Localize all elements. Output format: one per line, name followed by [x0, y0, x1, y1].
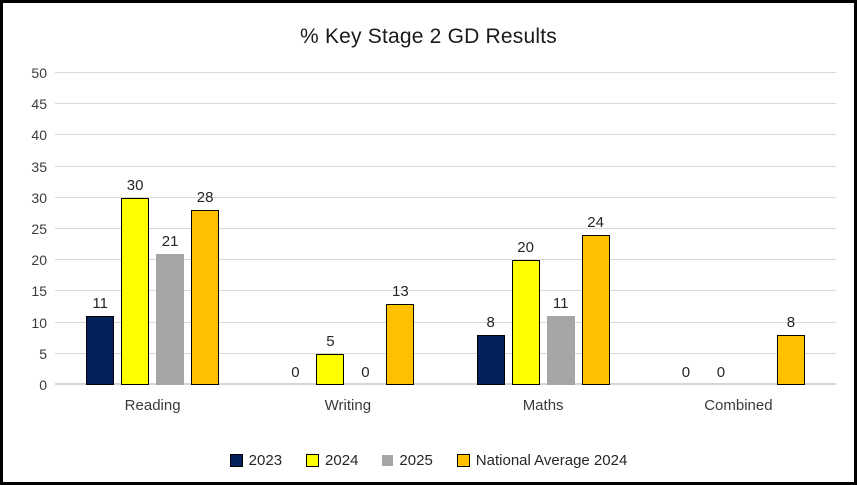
y-axis-tick-label: 35: [31, 158, 47, 175]
bar-slot: 0: [281, 73, 309, 385]
y-axis-tick-label: 15: [31, 283, 47, 300]
data-label: 0: [716, 364, 726, 381]
gridline: [55, 103, 836, 105]
gridline: [55, 134, 836, 136]
bar-2024-maths: [511, 260, 540, 385]
bar-slot: 28: [191, 73, 220, 385]
bar-2025-reading: [156, 253, 185, 385]
gridline: [55, 228, 836, 229]
bar-2023-reading: [86, 316, 115, 385]
x-axis-category-label-writing: Writing: [324, 397, 372, 414]
data-label: 21: [161, 232, 179, 250]
legend-item-2025: 2025: [382, 452, 433, 469]
data-label: 13: [392, 282, 409, 300]
y-axis-tick-label: 5: [39, 345, 47, 362]
legend-swatch-icon: [382, 455, 394, 466]
data-label: 11: [552, 295, 569, 313]
gridline: [55, 196, 836, 198]
bar-2024-reading: [121, 197, 150, 385]
bar-slot: 8: [476, 73, 505, 385]
legend-item-national-average-2024: National Average 2024: [456, 452, 628, 469]
bar-2025-maths: [546, 316, 575, 385]
bar-slot: 13: [386, 73, 415, 385]
data-label: 8: [786, 314, 796, 332]
x-axis-labels: Reading Writing Maths Combined: [55, 397, 836, 414]
bar-2024-writing: [316, 353, 345, 385]
y-axis-tick-label: 20: [31, 252, 47, 269]
bar-slot: 5: [316, 73, 345, 385]
legend-swatch-icon: [229, 454, 243, 467]
bar-slot: 0: [351, 73, 379, 385]
bar-slot: 20: [511, 73, 540, 385]
data-label: 30: [126, 176, 144, 194]
data-label: 20: [517, 239, 534, 257]
legend-label: 2025: [399, 452, 433, 469]
y-axis-tick-label: 45: [31, 96, 47, 113]
bar-national-average-2024-reading: [191, 210, 220, 385]
y-axis-labels: 0 5 10 15 20 25 30 35 40 45 50: [3, 66, 47, 392]
data-label: 8: [486, 314, 495, 332]
plot-area: 11 30 21 28 0 5 0 13 8 20 11 24 0 0 8: [55, 72, 836, 385]
y-axis-tick-label: 0: [39, 377, 47, 393]
legend-swatch-icon: [456, 454, 470, 467]
bar-slot: 24: [581, 73, 610, 385]
bar-slot: 11: [86, 73, 115, 385]
gridline: [55, 259, 836, 261]
data-label: 11: [92, 295, 108, 313]
legend-label: 2023: [248, 452, 283, 469]
bar-national-average-2024-writing: [386, 303, 415, 385]
bar-group-maths: 8 20 11 24: [446, 73, 641, 385]
data-label: 28: [196, 189, 214, 207]
bar-group-writing: 0 5 0 13: [250, 73, 445, 385]
x-axis-category-label-combined: Combined: [704, 397, 773, 414]
y-axis-tick-label: 10: [31, 314, 47, 331]
bar-slot: [742, 73, 770, 385]
bar-national-average-2024-maths: [581, 235, 610, 385]
gridline: [55, 352, 836, 354]
bar-slot: 11: [546, 73, 575, 385]
data-label: 5: [326, 332, 335, 350]
bar-slot: 30: [121, 73, 150, 385]
bar-slot: 21: [156, 73, 185, 385]
data-label: 0: [681, 364, 691, 381]
x-axis-category-label-maths: Maths: [522, 397, 564, 414]
legend-label: 2024: [325, 452, 359, 469]
gridline: [55, 321, 836, 323]
y-axis-tick-label: 30: [31, 189, 47, 206]
legend-swatch-icon: [306, 454, 320, 467]
gridline: [55, 290, 836, 292]
data-label: 24: [587, 214, 604, 232]
bar-slot: 0: [707, 73, 735, 385]
x-axis-line: [55, 383, 836, 385]
y-axis-tick-label: 50: [31, 65, 47, 81]
bar-group-combined: 0 0 8: [641, 73, 836, 385]
chart-title: % Key Stage 2 GD Results: [300, 25, 557, 48]
legend-item-2023: 2023: [229, 452, 283, 469]
data-label: 0: [361, 364, 370, 381]
gridline: [55, 165, 836, 167]
y-axis-tick-label: 25: [31, 221, 47, 237]
data-label: 0: [291, 364, 300, 381]
gridline: [55, 72, 836, 73]
bar-group-reading: 11 30 21 28: [55, 73, 250, 385]
bar-2023-maths: [476, 335, 505, 385]
legend: 2023 2024 2025 National Average 2024: [3, 453, 854, 468]
legend-item-2024: 2024: [306, 453, 358, 468]
y-axis-tick-label: 40: [31, 127, 47, 144]
bar-slot: 0: [672, 73, 700, 385]
bar-slot: 8: [776, 73, 805, 385]
bar-groups: 11 30 21 28 0 5 0 13 8 20 11 24 0 0 8: [55, 73, 836, 385]
x-axis-category-label-reading: Reading: [124, 397, 181, 414]
legend-label: National Average 2024: [475, 452, 628, 469]
bar-national-average-2024-combined: [776, 335, 805, 385]
